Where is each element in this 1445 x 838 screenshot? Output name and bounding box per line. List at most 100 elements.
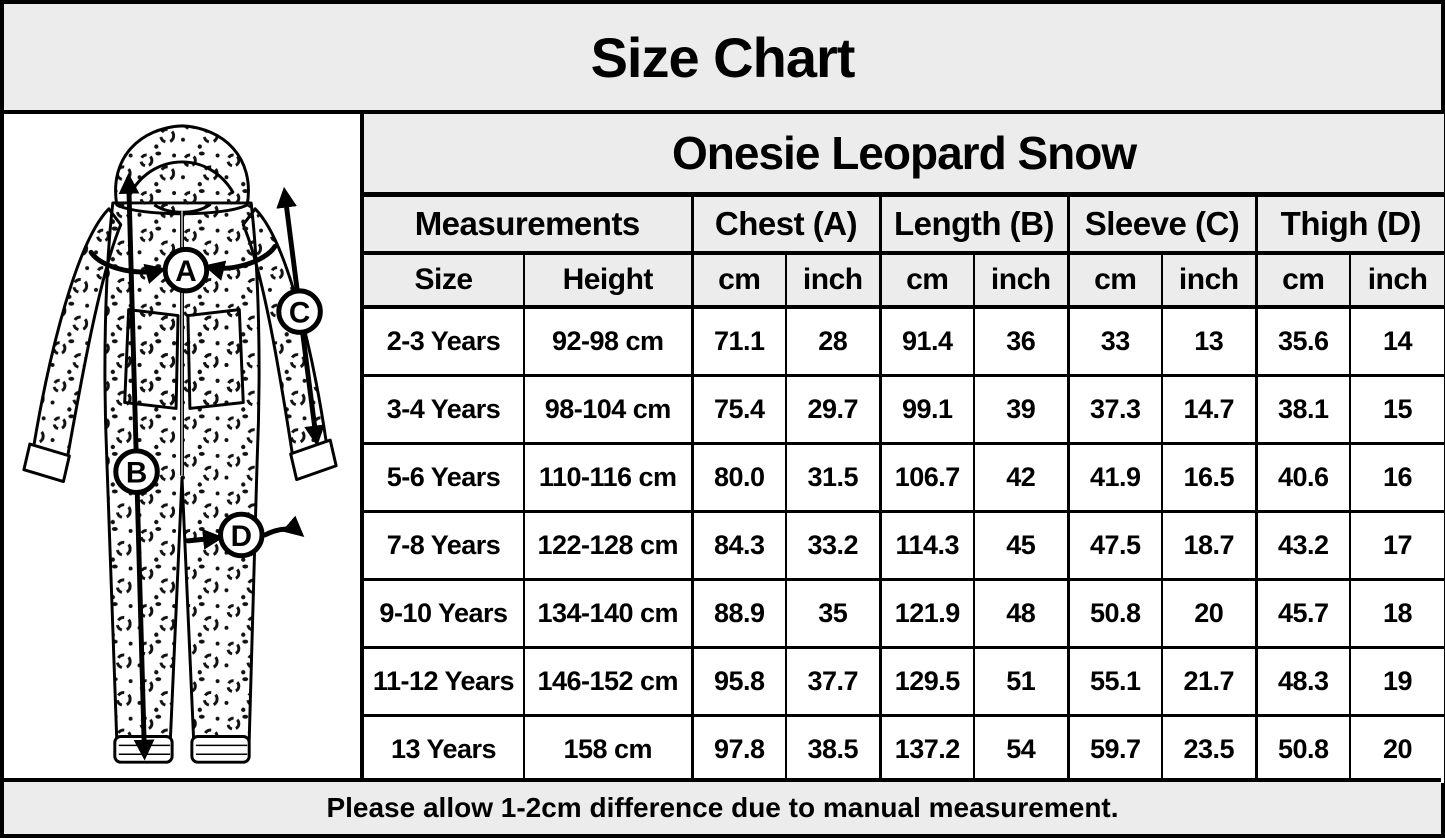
sub-header-0-size: Size: [364, 253, 524, 309]
table-row: 11-12 Years 146-152 cm 95.8 37.7 129.5 51 55.1…: [364, 647, 1445, 717]
sub-header-8-cm: cm: [1254, 253, 1350, 309]
sub-header-6-cm: cm: [1066, 253, 1162, 309]
value-cell: 121.9: [878, 579, 974, 649]
value-cell: 45.7: [1254, 579, 1350, 649]
value-cell: 31.5: [785, 443, 880, 513]
value-cell: 91.4: [878, 307, 974, 377]
value-cell: 35.6: [1254, 307, 1350, 377]
product-title: Onesie Leopard Snow: [364, 114, 1445, 197]
value-cell: 17: [1348, 511, 1445, 581]
measurement-markers: A B C D: [113, 246, 323, 559]
value-cell: 38.5: [785, 715, 880, 783]
chest-arrow-a-right: [203, 243, 278, 281]
value-cell: 48: [973, 579, 1068, 649]
value-cell: 18: [1348, 579, 1445, 649]
table-row: 2-3 Years 92-98 cm 71.1 28 91.4 36 33 13 35.6 14: [364, 307, 1445, 377]
marker-c-label: C: [289, 296, 310, 329]
value-cell: 84.3: [690, 511, 786, 581]
table-row: 9-10 Years 134-140 cm 88.9 35 121.9 48 50.8 20 4…: [364, 579, 1445, 649]
value-cell: 43.2: [1254, 511, 1350, 581]
value-cell: 95.8: [690, 647, 786, 717]
table-row: 13 Years 158 cm 97.8 38.5 137.2 54 59.7 23.5 50.…: [364, 715, 1445, 783]
value-cell: 13: [1161, 307, 1256, 377]
height-cell: 134-140 cm: [523, 579, 692, 649]
chest-arrow-a-left: [88, 249, 167, 284]
value-cell: 28: [785, 307, 880, 377]
page-title: Size Chart: [4, 4, 1441, 114]
value-cell: 50.8: [1066, 579, 1162, 649]
group-header-length-b: Length (B): [878, 194, 1068, 255]
value-cell: 106.7: [878, 443, 974, 513]
sub-header-7-inch: inch: [1161, 253, 1256, 309]
onesie-drawing: A B C D: [22, 124, 338, 764]
value-cell: 51: [973, 647, 1068, 717]
value-cell: 15: [1348, 375, 1445, 445]
value-cell: 39: [973, 375, 1068, 445]
value-cell: 33.2: [785, 511, 880, 581]
value-cell: 88.9: [690, 579, 786, 649]
height-cell: 92-98 cm: [523, 307, 692, 377]
value-cell: 75.4: [690, 375, 786, 445]
marker-d-thigh: D: [218, 511, 265, 559]
height-cell: 158 cm: [523, 715, 692, 783]
sub-header-row: Size Height cm inch cm inch cm inch cm inch: [364, 253, 1445, 309]
size-cell: 11-12 Years: [364, 647, 524, 717]
value-cell: 20: [1348, 715, 1445, 783]
value-cell: 45: [973, 511, 1068, 581]
onesie-illustration: A B C D: [4, 114, 364, 778]
size-cell: 9-10 Years: [364, 579, 524, 649]
value-cell: 21.7: [1161, 647, 1256, 717]
marker-a-chest: A: [162, 246, 210, 294]
group-header-measurements: Measurements: [364, 194, 692, 255]
value-cell: 37.7: [785, 647, 880, 717]
sub-header-1-height: Height: [523, 253, 692, 309]
product-title-row: Onesie Leopard Snow: [364, 114, 1445, 197]
value-cell: 99.1: [878, 375, 974, 445]
height-cell: 98-104 cm: [523, 375, 692, 445]
value-cell: 48.3: [1254, 647, 1350, 717]
size-cell: 2-3 Years: [364, 307, 524, 377]
marker-d-label: D: [231, 520, 252, 553]
table-row: 7-8 Years 122-128 cm 84.3 33.2 114.3 45 47.5 18…: [364, 511, 1445, 581]
sub-header-3-inch: inch: [785, 253, 880, 309]
value-cell: 41.9: [1066, 443, 1162, 513]
value-cell: 97.8: [690, 715, 786, 783]
table-row: 5-6 Years 110-116 cm 80.0 31.5 106.7 42 41.9 16…: [364, 443, 1445, 513]
value-cell: 23.5: [1161, 715, 1256, 783]
sub-header-5-inch: inch: [973, 253, 1068, 309]
value-cell: 35: [785, 579, 880, 649]
value-cell: 54: [973, 715, 1068, 783]
marker-c-sleeve: C: [276, 288, 323, 335]
height-cell: 146-152 cm: [523, 647, 692, 717]
value-cell: 18.7: [1161, 511, 1256, 581]
table-row: 3-4 Years 98-104 cm 75.4 29.7 99.1 39 37.3 14.7…: [364, 375, 1445, 445]
sub-header-2-cm: cm: [690, 253, 786, 309]
value-cell: 80.0: [690, 443, 786, 513]
group-header-row: Measurements Chest (A) Length (B) Sleeve (C…: [364, 194, 1445, 255]
thigh-arrow-d-right: [262, 515, 305, 538]
value-cell: 16.5: [1161, 443, 1256, 513]
right-pocket: [186, 308, 245, 410]
value-cell: 47.5: [1066, 511, 1162, 581]
marker-b-label: B: [126, 457, 147, 490]
value-cell: 20: [1161, 579, 1256, 649]
value-cell: 129.5: [878, 647, 974, 717]
value-cell: 40.6: [1254, 443, 1350, 513]
sub-header-4-cm: cm: [878, 253, 974, 309]
thigh-arrow-d-left: [185, 529, 224, 550]
right-ankle-cuff: [190, 735, 251, 764]
onesie-hood: [114, 124, 250, 216]
group-header-thigh-d: Thigh (D): [1254, 194, 1445, 255]
size-chart-table: Onesie Leopard Snow Measurements Chest (A…: [364, 114, 1445, 783]
size-table-body: 2-3 Years 92-98 cm 71.1 28 91.4 36 33 13 35.6 14 3…: [364, 307, 1445, 783]
group-header-chest-a: Chest (A): [690, 194, 880, 255]
main-content: A B C D: [4, 114, 1445, 783]
value-cell: 29.7: [785, 375, 880, 445]
size-cell: 3-4 Years: [364, 375, 524, 445]
size-cell: 7-8 Years: [364, 511, 524, 581]
footer-note: Please allow 1-2cm difference due to man…: [4, 778, 1441, 834]
size-cell: 13 Years: [364, 715, 524, 783]
size-cell: 5-6 Years: [364, 443, 524, 513]
value-cell: 36: [973, 307, 1068, 377]
marker-a-label: A: [175, 255, 196, 288]
